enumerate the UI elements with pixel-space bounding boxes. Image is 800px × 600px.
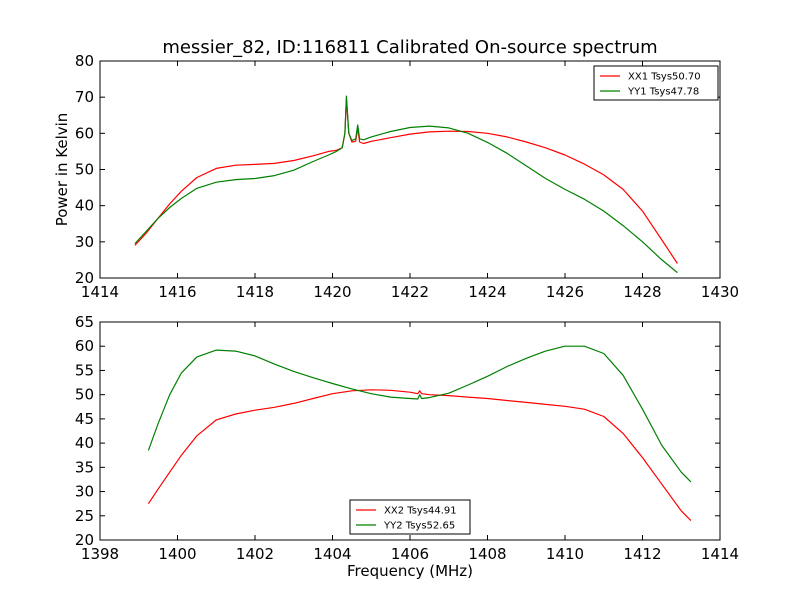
series-line-2 — [147, 345, 692, 483]
y-tick-label: 45 — [75, 410, 94, 428]
x-tick-label: 1398 — [81, 545, 119, 563]
y-tick-label: 55 — [75, 361, 94, 379]
y-tick-label: 30 — [75, 233, 94, 251]
y-tick-label: 50 — [75, 386, 94, 404]
y-tick-label: 20 — [75, 269, 94, 287]
x-tick-label: 1430 — [701, 283, 739, 301]
x-tick-label: 1420 — [313, 283, 351, 301]
series-line-1 — [147, 389, 692, 522]
x-tick-label: 1428 — [623, 283, 661, 301]
x-tick-label: 1424 — [468, 283, 506, 301]
legend: XX1 Tsys50.70 YY1 Tsys47.78 — [593, 65, 719, 101]
y-tick-label: 70 — [75, 88, 94, 106]
x-tick-label: 1426 — [546, 283, 584, 301]
y-tick-label: 40 — [75, 197, 94, 215]
top-subplot: 1414 1416 1418 1420 1422 1424 1426 1428 1430 20 30… — [53, 52, 739, 301]
x-tick-label: 1410 — [546, 545, 584, 563]
legend-label-2: YY1 Tsys47.78 — [627, 87, 699, 98]
legend-label-1: XX1 Tsys50.70 — [628, 72, 701, 83]
y-tick-label: 40 — [75, 434, 94, 452]
legend-label-1: XX2 Tsys44.91 — [384, 506, 457, 517]
x-tick-label: 1402 — [236, 545, 274, 563]
legend-box — [349, 499, 471, 535]
y-tick-label: 60 — [75, 124, 94, 142]
y-tick-label: 25 — [75, 507, 94, 525]
legend-box — [593, 65, 719, 101]
x-tick-label: 1414 — [701, 545, 739, 563]
x-tick-label: 1406 — [391, 545, 429, 563]
y-tick-label: 35 — [75, 458, 94, 476]
x-tick-label: 1408 — [468, 545, 506, 563]
series-line-2 — [134, 95, 678, 274]
x-tick-label: 1418 — [236, 283, 274, 301]
x-tick-label: 1414 — [81, 283, 119, 301]
x-tick-label: 1404 — [313, 545, 351, 563]
y-tick-label: 80 — [75, 52, 94, 70]
x-axis-label: Frequency (MHz) — [347, 562, 473, 580]
y-tick-label: 60 — [75, 337, 94, 355]
legend: XX2 Tsys44.91 YY2 Tsys52.65 — [349, 499, 471, 535]
y-tick-label: 20 — [75, 531, 94, 549]
x-tick-label: 1400 — [158, 545, 196, 563]
y-tick-label: 65 — [75, 313, 94, 331]
x-tick-label: 1422 — [391, 283, 429, 301]
x-tick-label: 1416 — [158, 283, 196, 301]
chart-title: messier_82, ID:116811 Calibrated On-sour… — [162, 37, 657, 58]
x-tick-label: 1412 — [623, 545, 661, 563]
legend-label-2: YY2 Tsys52.65 — [383, 521, 455, 532]
y-tick-label: 30 — [75, 483, 94, 501]
y-tick-label: 50 — [75, 161, 94, 179]
y-axis-label: Power in Kelvin — [53, 113, 71, 227]
bottom-subplot: 1398 1400 1402 1404 1406 1408 1410 1412 1414 20 25… — [75, 313, 739, 580]
